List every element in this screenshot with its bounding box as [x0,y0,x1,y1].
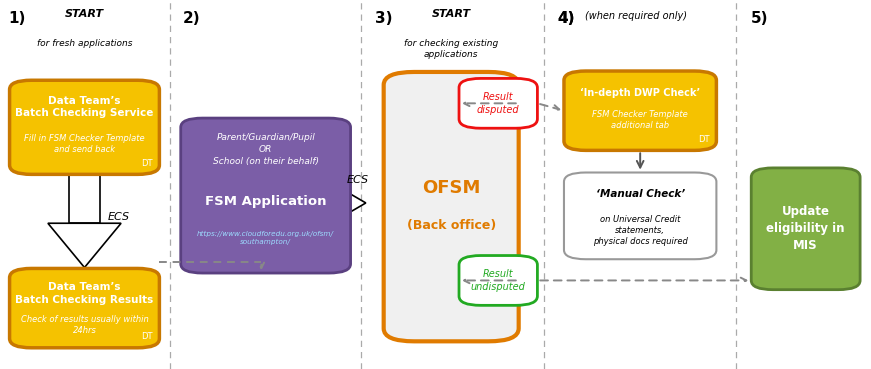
Polygon shape [48,223,121,268]
Text: FSM Application: FSM Application [205,194,327,208]
Text: for checking existing
applications: for checking existing applications [404,39,498,59]
FancyBboxPatch shape [181,118,350,273]
Text: DT: DT [141,159,152,168]
Text: START: START [432,9,470,19]
Text: 5): 5) [751,11,768,26]
Text: OFSM: OFSM [422,179,481,197]
Text: Check of results usually within
24hrs: Check of results usually within 24hrs [21,315,148,335]
Text: for fresh applications: for fresh applications [37,39,132,48]
Text: FSM Checker Template
additional tab: FSM Checker Template additional tab [592,110,688,130]
Text: Result
undisputed: Result undisputed [470,269,526,292]
Text: START: START [65,9,104,19]
FancyBboxPatch shape [331,195,350,211]
FancyBboxPatch shape [459,79,537,128]
Text: 1): 1) [9,11,26,26]
FancyBboxPatch shape [10,269,159,348]
FancyBboxPatch shape [751,168,861,290]
Text: Parent/Guardian/Pupil
OR
School (on their behalf): Parent/Guardian/Pupil OR School (on thei… [213,133,319,166]
Text: on Universal Credit
statements,
physical docs required: on Universal Credit statements, physical… [593,215,687,246]
Text: (Back office): (Back office) [407,218,496,232]
FancyBboxPatch shape [69,174,100,223]
Text: ‘Manual Check’: ‘Manual Check’ [596,189,685,199]
Text: https://www.cloudforedu.org.uk/ofsm/
southampton/: https://www.cloudforedu.org.uk/ofsm/ sou… [197,231,334,245]
FancyBboxPatch shape [564,71,716,151]
Text: Update
eligibility in
MIS: Update eligibility in MIS [766,205,845,252]
Text: 4): 4) [557,11,575,26]
Text: ‘In-depth DWP Check’: ‘In-depth DWP Check’ [580,88,700,98]
Text: 2): 2) [183,11,200,26]
Text: 4): 4) [557,11,575,26]
Polygon shape [331,183,366,223]
Text: (when required only): (when required only) [585,11,687,21]
Text: 3): 3) [375,11,392,26]
Text: Data Team’s
Batch Checking Results: Data Team’s Batch Checking Results [16,282,153,304]
Text: DT: DT [698,135,709,144]
Text: Data Team’s
Batch Checking Service: Data Team’s Batch Checking Service [16,96,153,118]
Text: ECS: ECS [108,212,130,222]
FancyBboxPatch shape [383,72,518,341]
Text: Fill in FSM Checker Template
and send back: Fill in FSM Checker Template and send ba… [24,134,145,154]
Text: ECS: ECS [348,175,369,185]
FancyBboxPatch shape [564,173,716,259]
FancyBboxPatch shape [10,80,159,174]
Text: DT: DT [141,332,152,341]
Text: Result
disputed: Result disputed [477,92,519,114]
FancyBboxPatch shape [459,255,537,306]
